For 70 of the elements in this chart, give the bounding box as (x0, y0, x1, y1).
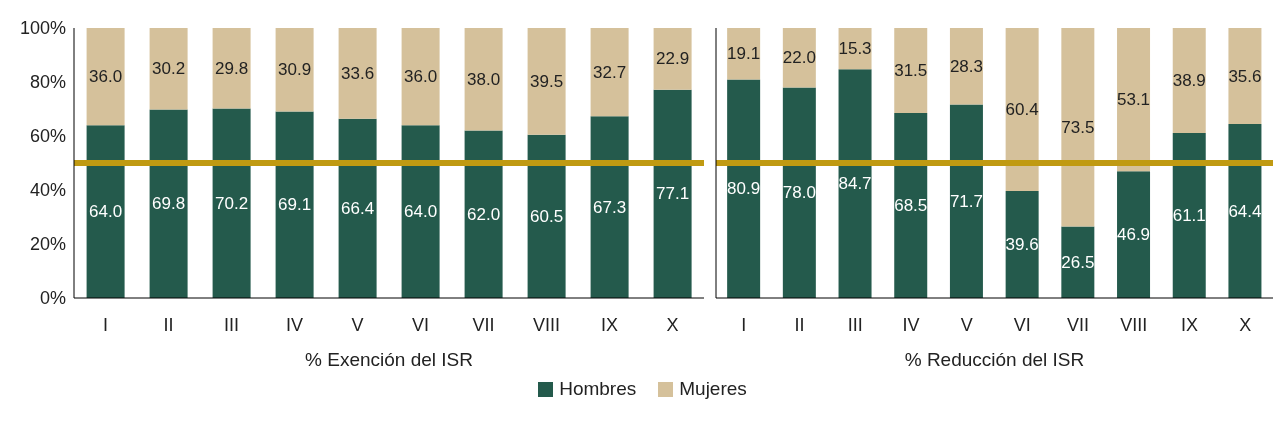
y-tick-label: 100% (19, 18, 66, 39)
x-tick-label: VII (1067, 314, 1090, 335)
data-label: 61.1 (1172, 206, 1206, 226)
x-tick-label: III (223, 314, 240, 335)
legend-label: Hombres (559, 378, 637, 400)
data-label: 73.5 (1061, 117, 1095, 137)
data-label: 22.0 (782, 48, 816, 68)
data-label: 68.5 (894, 196, 928, 216)
x-tick-label: IX (1180, 314, 1198, 335)
data-label: 39.6 (1005, 235, 1039, 255)
y-tick-label: 80% (29, 72, 66, 93)
data-label: 64.4 (1228, 201, 1262, 221)
data-label: 60.4 (1005, 100, 1039, 120)
data-label: 80.9 (727, 179, 761, 199)
data-label: 33.6 (341, 63, 375, 83)
data-label: 19.1 (727, 44, 761, 64)
data-label: 30.9 (278, 60, 312, 80)
x-tick-label: VIII (532, 314, 561, 335)
x-tick-label: V (351, 314, 364, 335)
x-tick-label: IV (285, 314, 304, 335)
y-tick-label: 60% (29, 126, 66, 147)
x-tick-label: I (741, 314, 747, 335)
x-tick-label: X (666, 314, 679, 335)
data-label: 32.7 (593, 62, 627, 82)
x-tick-label: V (960, 314, 973, 335)
data-label: 36.0 (404, 67, 438, 87)
data-label: 53.1 (1116, 90, 1151, 110)
data-label: 36.0 (89, 67, 123, 87)
x-axis-title: % Reducción del ISR (904, 349, 1085, 370)
data-label: 60.5 (530, 206, 564, 226)
x-tick-label: II (163, 314, 174, 335)
data-label: 29.8 (215, 58, 249, 78)
data-label: 70.2 (215, 193, 249, 213)
x-tick-label: VIII (1120, 314, 1148, 335)
data-label: 38.9 (1172, 71, 1206, 91)
data-label: 78.0 (782, 183, 816, 203)
data-label: 15.3 (838, 39, 872, 59)
legend-label: Mujeres (679, 378, 747, 400)
x-tick-label: X (1239, 314, 1252, 335)
data-label: 38.0 (467, 69, 501, 89)
y-tick-label: 20% (29, 234, 66, 255)
x-tick-label: VII (472, 314, 495, 335)
data-label: 77.1 (656, 184, 690, 204)
x-tick-label: I (102, 314, 109, 335)
data-label: 28.3 (949, 56, 983, 76)
y-tick-label: 40% (29, 180, 66, 201)
data-label: 39.5 (530, 71, 564, 91)
data-label: 66.4 (341, 198, 375, 218)
x-tick-label: VI (411, 314, 430, 335)
x-axis-title: % Exención del ISR (305, 349, 473, 370)
x-tick-label: VI (1013, 314, 1031, 335)
data-label: 62.0 (467, 204, 501, 224)
data-label: 69.1 (278, 195, 312, 215)
data-label: 71.7 (949, 191, 983, 211)
data-label: 46.9 (1116, 225, 1151, 245)
data-label: 84.7 (838, 174, 872, 194)
data-label: 67.3 (593, 197, 627, 217)
data-label: 69.8 (152, 194, 186, 214)
data-label: 31.5 (894, 61, 928, 81)
data-label: 35.6 (1228, 66, 1262, 86)
x-tick-label: IV (902, 314, 920, 335)
y-tick-label: 0% (39, 288, 66, 309)
data-label: 30.2 (152, 59, 186, 79)
data-label: 22.9 (656, 49, 690, 69)
data-label: 64.0 (404, 202, 438, 222)
data-label: 26.5 (1061, 252, 1095, 272)
x-tick-label: II (794, 314, 805, 335)
data-label: 64.0 (89, 202, 123, 222)
x-tick-label: III (847, 314, 863, 335)
x-tick-label: IX (600, 314, 619, 335)
